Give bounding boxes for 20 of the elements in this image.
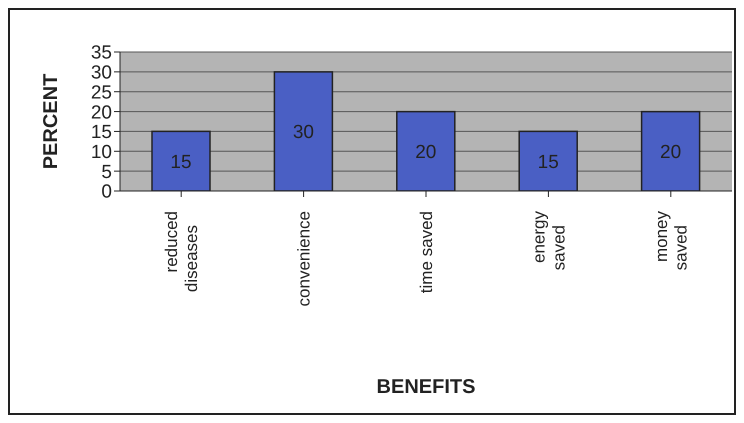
data-label: 20 [660,142,682,164]
data-label: 15 [170,152,192,173]
x-tick-label: money saved [652,210,691,270]
data-label: 30 [292,122,314,144]
y-tick-label: 30 [90,62,112,84]
y-tick-label: 5 [101,162,112,183]
data-label: 20 [415,142,436,164]
y-tick-label: 15 [90,122,112,144]
y-tick-label: 20 [90,102,112,124]
x-tick-label: reduced diseases [162,211,202,292]
data-label: 15 [538,152,559,173]
y-tick-label: 35 [90,42,112,64]
y-tick-label: 0 [101,182,112,203]
x-tick-label: convenience [294,211,314,306]
x-tick-label: energy saved [529,210,568,270]
y-tick-label: 25 [90,82,112,104]
x-tick-label: time saved [416,211,436,294]
y-tick-label: 10 [90,142,112,164]
y-axis-title: PERCENT [40,74,62,170]
x-axis-title: BENEFITS [376,376,476,398]
